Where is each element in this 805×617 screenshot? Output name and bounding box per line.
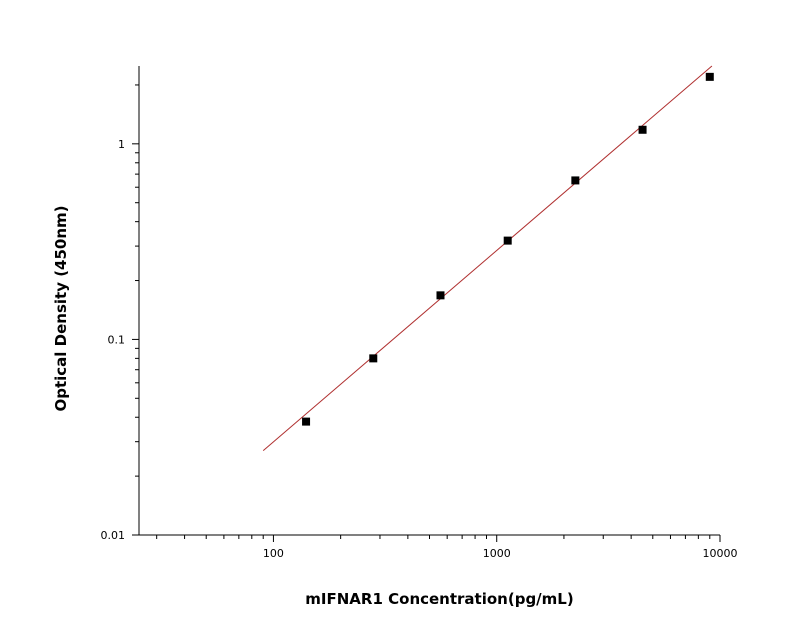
y-ticks: 0.01 0.1 1 bbox=[101, 84, 139, 542]
data-point bbox=[503, 236, 512, 245]
data-point bbox=[638, 125, 647, 134]
x-axis-title: mIFNAR1 Concentration(pg/mL) bbox=[305, 590, 573, 608]
y-tick-label: 0.1 bbox=[108, 333, 126, 346]
data-point bbox=[369, 354, 378, 363]
y-tick-label: 0.01 bbox=[101, 529, 126, 542]
y-tick-label: 1 bbox=[118, 138, 125, 151]
x-tick-label: 100 bbox=[263, 547, 284, 560]
x-tick-label: 1000 bbox=[483, 547, 511, 560]
data-point bbox=[571, 176, 580, 185]
y-axis-title: Optical Density (450nm) bbox=[52, 205, 70, 411]
data-point bbox=[436, 291, 445, 300]
x-tick-label: 10000 bbox=[703, 547, 738, 560]
fit-line bbox=[262, 65, 713, 452]
x-ticks: 100 1000 10000 bbox=[156, 535, 738, 560]
data-point bbox=[302, 417, 311, 426]
fit-line-group bbox=[262, 65, 713, 452]
data-points bbox=[302, 72, 714, 426]
data-point bbox=[705, 72, 714, 81]
axes bbox=[138, 66, 720, 536]
